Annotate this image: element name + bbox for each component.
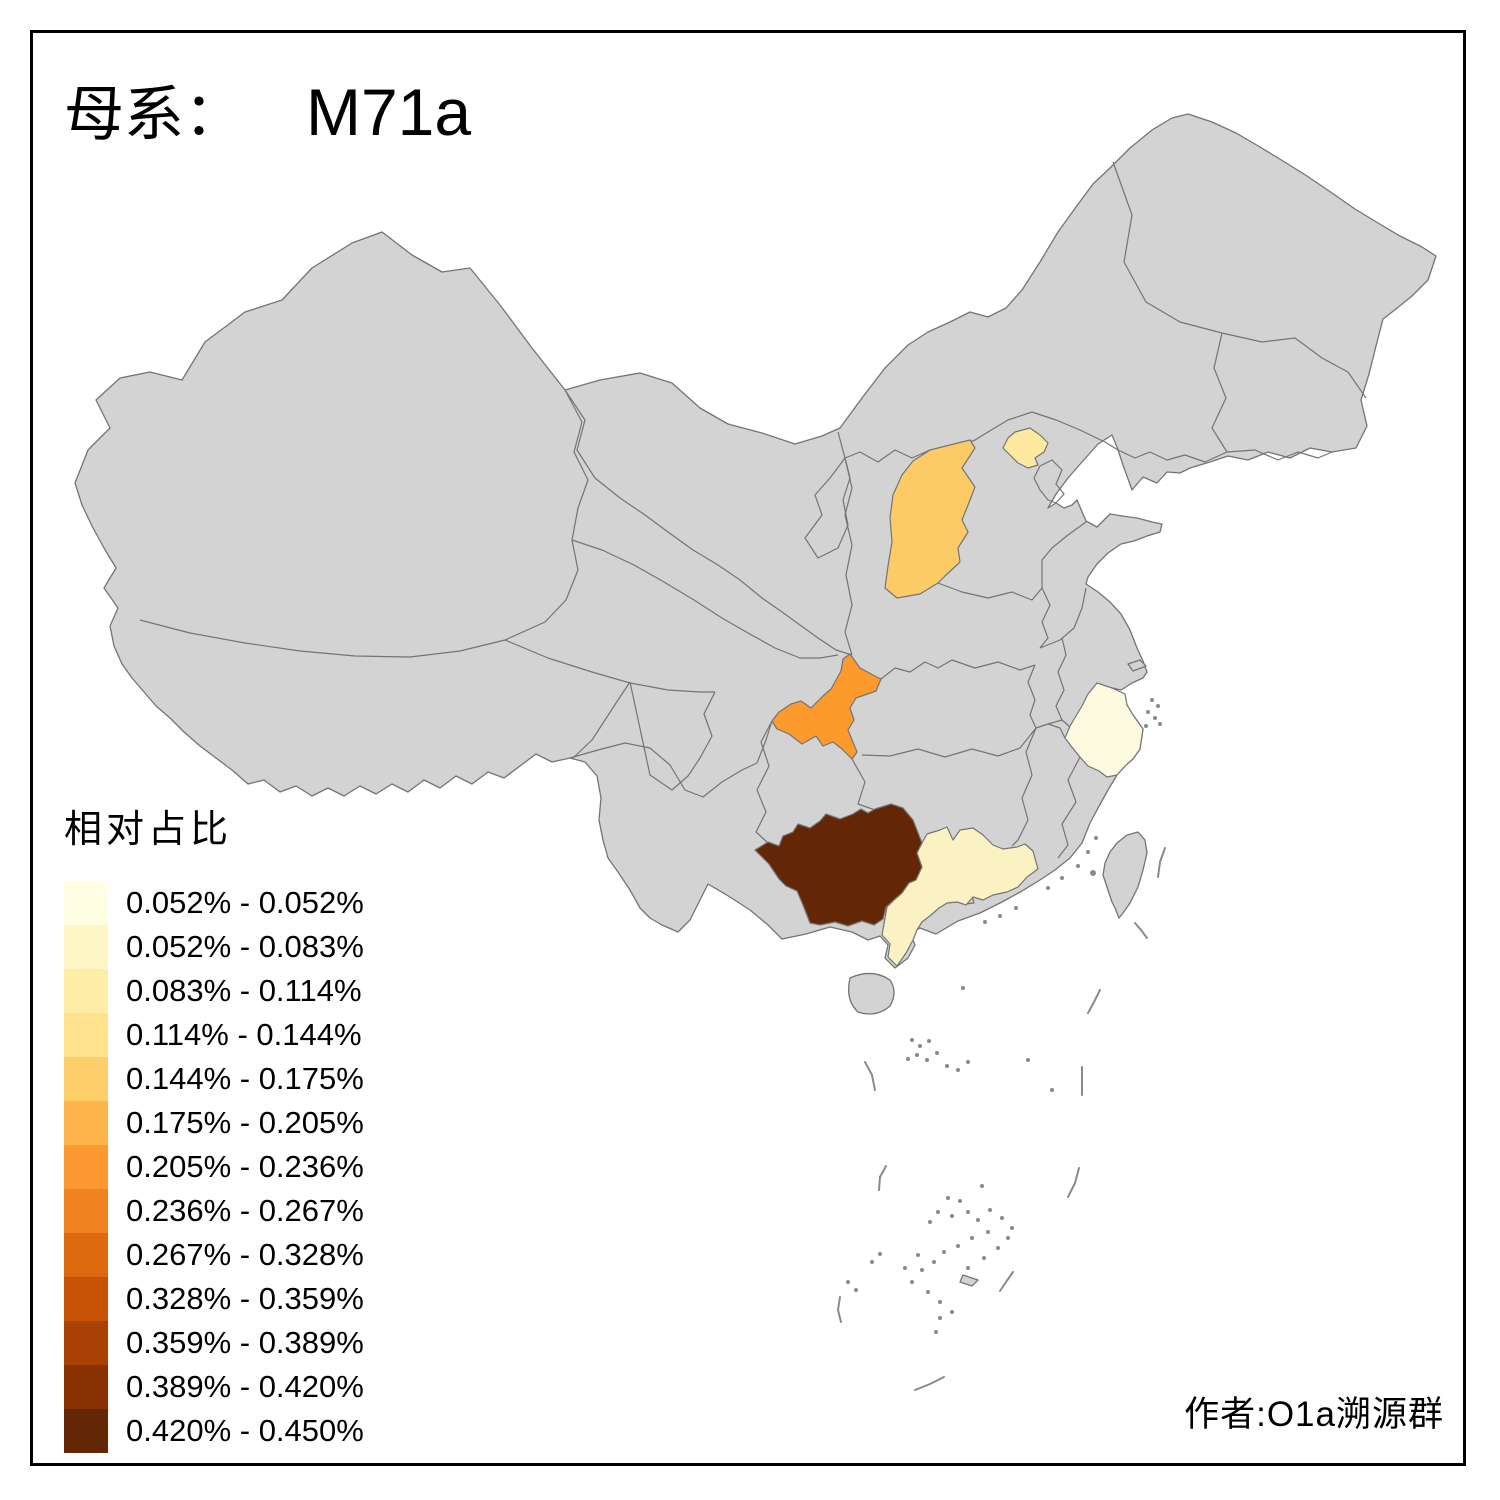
legend-item: 0.175% - 0.205% [64,1101,364,1145]
legend-swatch [64,1233,108,1277]
province-guangdong [882,827,1038,966]
legend-item: 0.205% - 0.236% [64,1145,364,1189]
legend-swatch [64,1409,108,1453]
legend-label: 0.083% - 0.114% [126,973,362,1008]
legend-label: 0.420% - 0.450% [126,1413,364,1448]
author-credit: 作者:O1a溯源群 [1184,1395,1444,1434]
province-borders [140,162,1366,858]
legend-item: 0.083% - 0.114% [64,969,364,1013]
legend-swatch [64,1189,108,1233]
legend-label: 0.052% - 0.083% [126,929,364,964]
title-haplogroup: M71a [306,75,472,149]
province-beijing [1003,428,1048,468]
legend-item: 0.052% - 0.083% [64,925,364,969]
legend-rows: 0.052% - 0.052% 0.052% - 0.083% 0.083% -… [64,881,364,1453]
legend-item: 0.328% - 0.359% [64,1277,364,1321]
title-prefix: 母系： [64,80,244,150]
legend-title: 相对占比 [64,807,233,851]
legend-item: 0.359% - 0.389% [64,1321,364,1365]
legend-label: 0.114% - 0.144% [126,1017,362,1052]
legend-item: 0.267% - 0.328% [64,1233,364,1277]
legend-label: 0.389% - 0.420% [126,1369,364,1404]
legend-swatch [64,1145,108,1189]
legend-label: 0.359% - 0.389% [126,1325,364,1360]
legend-item: 0.052% - 0.052% [64,881,364,925]
legend-swatch [64,925,108,969]
legend-item: 0.144% - 0.175% [64,1057,364,1101]
chongming-island [1128,660,1146,671]
province-zhejiang [1065,683,1143,777]
legend-label: 0.205% - 0.236% [126,1149,364,1184]
island-dots [846,698,1162,1334]
page-title: 母系： M71a [64,66,471,153]
legend-swatch [64,881,108,925]
hainan-island [849,973,894,1014]
legend-swatch [64,1321,108,1365]
legend-label: 0.052% - 0.052% [126,885,364,920]
province-shanxi [885,440,975,598]
legend-swatch [64,1057,108,1101]
taiwan-island [1103,832,1147,918]
legend: 相对占比 0.052% - 0.052% 0.052% - 0.083% 0.0… [64,798,364,1453]
nine-dash-line [838,848,1165,1390]
legend-label: 0.236% - 0.267% [126,1193,364,1228]
spratly-islet [960,1275,978,1286]
legend-label: 0.267% - 0.328% [126,1237,364,1272]
legend-swatch [64,1365,108,1409]
legend-item: 0.389% - 0.420% [64,1365,364,1409]
legend-swatch [64,1101,108,1145]
legend-label: 0.144% - 0.175% [126,1061,364,1096]
legend-swatch [64,969,108,1013]
legend-swatch [64,1013,108,1057]
province-chongqing [772,654,881,759]
legend-item: 0.236% - 0.267% [64,1189,364,1233]
legend-item: 0.114% - 0.144% [64,1013,364,1057]
legend-label: 0.328% - 0.359% [126,1281,364,1316]
legend-swatch [64,1277,108,1321]
legend-label: 0.175% - 0.205% [126,1105,364,1140]
legend-item: 0.420% - 0.450% [64,1409,364,1453]
